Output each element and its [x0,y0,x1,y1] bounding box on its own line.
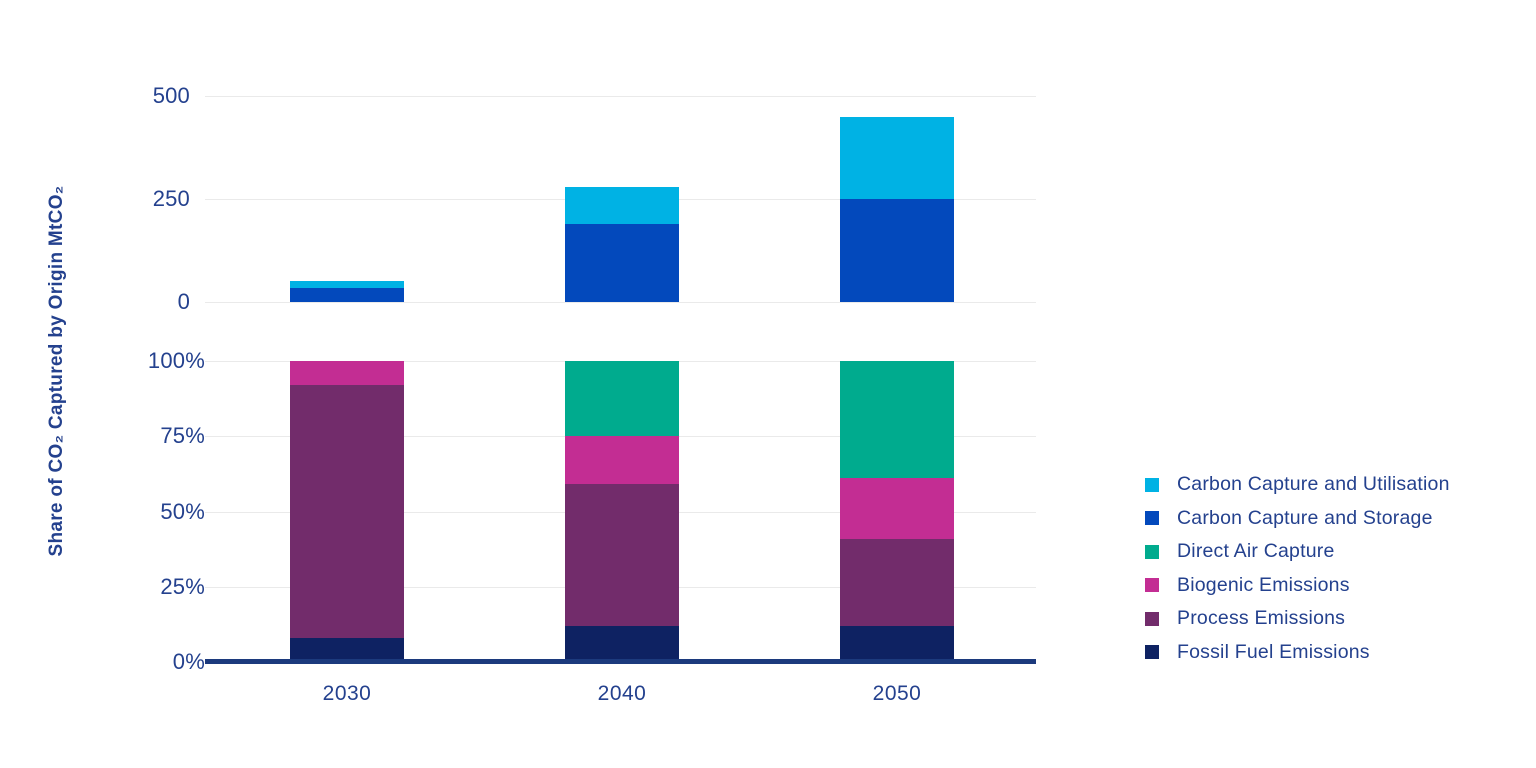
y-tick-label: 100% [147,348,205,373]
legend-swatch-fossil [1145,645,1159,660]
bar-2050-fossil-segment [840,625,954,662]
x-tick-label: 2030 [322,682,372,705]
bar-2050-biogenic-segment [840,478,954,539]
legend: Carbon Capture and Utilisation Carbon Cap… [1145,468,1450,669]
legend-item-fossil: Fossil Fuel Emissions [1145,636,1450,670]
gridline [205,96,1036,97]
gridline [205,302,1036,303]
legend-swatch-process [1145,611,1159,626]
legend-label: Carbon Capture and Utilisation [1177,473,1450,496]
bar-2030-fossil-segment [290,637,404,662]
y-tick-label: 0 [177,289,190,314]
legend-swatch-ccu [1145,477,1159,492]
legend-item-biogenic: Biogenic Emissions [1145,569,1450,603]
bar-2050-ccs-segment [840,199,954,302]
bar-2030-process-segment [290,385,404,638]
legend-item-ccu: Carbon Capture and Utilisation [1145,468,1450,502]
bar-2030-ccs-segment [290,287,404,302]
legend-label: Carbon Capture and Storage [1177,506,1433,529]
y-tick-label: 75% [160,423,205,449]
legend-item-dac: Direct Air Capture [1145,535,1450,569]
legend-item-process: Process Emissions [1145,602,1450,636]
bar-2030-ccu-segment [290,281,404,288]
bar-2040-process-segment [565,484,679,626]
bar-2040-fossil-segment [565,625,679,662]
legend-label: Biogenic Emissions [1177,573,1350,596]
y-tick-label: 50% [160,498,205,524]
legend-swatch-dac [1145,544,1159,559]
bar-2050-process-segment [840,538,954,626]
legend-label: Direct Air Capture [1177,540,1335,563]
bar-2040-ccu-segment [565,186,679,224]
legend-label: Fossil Fuel Emissions [1177,640,1370,663]
x-axis-line [205,659,1036,664]
y-axis-title: Share of CO₂ Captured by Origin MtCO₂ [46,185,67,557]
y-tick-label: 0% [172,649,205,674]
x-tick-label: 2040 [597,682,647,705]
x-tick-label: 2050 [872,682,922,705]
bar-2040-dac-segment [565,361,679,437]
bar-2050-dac-segment [840,361,954,479]
y-tick-label: 250 [152,186,190,211]
bar-2040-ccs-segment [565,223,679,302]
bar-2050-ccu-segment [840,116,954,199]
legend-swatch-biogenic [1145,578,1159,593]
legend-label: Process Emissions [1177,607,1346,630]
y-tick-label: 25% [160,573,205,599]
bar-2040-biogenic-segment [565,436,679,485]
legend-item-ccs: Carbon Capture and Storage [1145,502,1450,536]
legend-swatch-ccs [1145,511,1159,526]
y-tick-label: 500 [152,83,190,108]
bar-2030-biogenic-segment [290,361,404,386]
